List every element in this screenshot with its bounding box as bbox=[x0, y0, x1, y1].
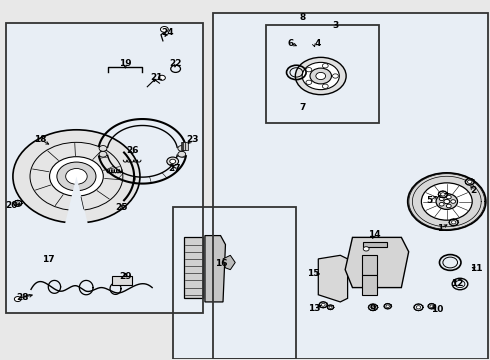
Bar bbox=[185, 142, 188, 149]
Text: 16: 16 bbox=[215, 259, 228, 268]
Polygon shape bbox=[184, 237, 203, 298]
Bar bbox=[266, 25, 379, 123]
Text: 19: 19 bbox=[119, 59, 132, 68]
Text: 2: 2 bbox=[470, 186, 477, 195]
Circle shape bbox=[467, 180, 472, 183]
Circle shape bbox=[441, 193, 445, 196]
Text: 17: 17 bbox=[42, 255, 55, 264]
Circle shape bbox=[178, 145, 186, 151]
Text: 28: 28 bbox=[17, 293, 29, 302]
Bar bbox=[182, 142, 185, 149]
Circle shape bbox=[408, 173, 486, 230]
Circle shape bbox=[167, 157, 178, 166]
Circle shape bbox=[16, 202, 20, 205]
Circle shape bbox=[451, 200, 456, 203]
Text: 24: 24 bbox=[162, 28, 174, 37]
Circle shape bbox=[322, 84, 328, 89]
Circle shape bbox=[306, 68, 312, 72]
Bar bbox=[213, 13, 489, 359]
Circle shape bbox=[446, 204, 451, 208]
Circle shape bbox=[371, 306, 375, 309]
Circle shape bbox=[329, 306, 332, 309]
Text: 18: 18 bbox=[34, 135, 47, 144]
Circle shape bbox=[363, 247, 369, 251]
Text: 9: 9 bbox=[370, 304, 376, 313]
Polygon shape bbox=[318, 255, 347, 302]
Bar bbox=[5, 23, 203, 313]
Text: 4: 4 bbox=[314, 39, 320, 48]
Circle shape bbox=[321, 303, 325, 306]
Bar bbox=[362, 275, 377, 295]
Text: 14: 14 bbox=[368, 230, 381, 239]
Bar bbox=[363, 242, 387, 247]
Text: 27: 27 bbox=[168, 164, 180, 173]
Bar bbox=[266, 25, 379, 123]
Text: 12: 12 bbox=[451, 279, 464, 288]
Circle shape bbox=[316, 72, 326, 80]
Bar bbox=[5, 23, 203, 313]
Circle shape bbox=[13, 130, 140, 223]
Text: 22: 22 bbox=[170, 59, 182, 68]
Bar bbox=[362, 255, 377, 275]
Text: 13: 13 bbox=[308, 304, 320, 313]
Bar bbox=[172, 207, 296, 359]
Circle shape bbox=[436, 194, 458, 210]
Text: 3: 3 bbox=[332, 21, 339, 30]
Text: 5: 5 bbox=[427, 196, 433, 205]
Bar bbox=[213, 13, 489, 359]
Bar bbox=[183, 142, 186, 149]
Circle shape bbox=[306, 80, 312, 85]
Circle shape bbox=[49, 157, 103, 196]
Circle shape bbox=[322, 64, 328, 68]
Circle shape bbox=[99, 151, 107, 157]
Text: 23: 23 bbox=[186, 135, 198, 144]
Bar bbox=[172, 207, 296, 359]
Bar bbox=[180, 142, 183, 149]
Circle shape bbox=[446, 195, 451, 199]
Circle shape bbox=[451, 221, 456, 224]
Circle shape bbox=[386, 305, 390, 307]
Text: 11: 11 bbox=[470, 265, 482, 274]
Circle shape bbox=[66, 168, 87, 184]
Bar bbox=[112, 276, 132, 285]
Text: 10: 10 bbox=[431, 305, 443, 314]
Circle shape bbox=[302, 62, 339, 90]
Text: 8: 8 bbox=[299, 13, 306, 22]
Circle shape bbox=[421, 183, 472, 220]
Text: 20: 20 bbox=[5, 201, 18, 210]
Circle shape bbox=[159, 75, 165, 80]
Polygon shape bbox=[205, 235, 225, 302]
Circle shape bbox=[295, 57, 346, 95]
Text: 21: 21 bbox=[150, 73, 162, 82]
Wedge shape bbox=[65, 176, 88, 225]
Circle shape bbox=[160, 27, 168, 32]
Circle shape bbox=[99, 145, 107, 151]
Circle shape bbox=[332, 74, 338, 78]
Circle shape bbox=[439, 202, 444, 206]
Text: 25: 25 bbox=[116, 203, 128, 212]
Circle shape bbox=[439, 197, 444, 201]
Circle shape bbox=[170, 159, 175, 163]
Text: 29: 29 bbox=[119, 271, 132, 280]
Circle shape bbox=[178, 151, 186, 157]
Text: 7: 7 bbox=[299, 103, 306, 112]
Circle shape bbox=[57, 162, 96, 191]
Circle shape bbox=[444, 199, 450, 204]
Circle shape bbox=[310, 68, 331, 84]
Circle shape bbox=[416, 306, 420, 309]
Text: 1: 1 bbox=[437, 224, 443, 233]
Text: 6: 6 bbox=[287, 39, 294, 48]
Text: 26: 26 bbox=[126, 146, 139, 155]
Circle shape bbox=[14, 297, 21, 302]
Polygon shape bbox=[223, 255, 235, 270]
Polygon shape bbox=[345, 237, 409, 288]
Circle shape bbox=[430, 305, 434, 307]
Text: 15: 15 bbox=[307, 269, 319, 278]
